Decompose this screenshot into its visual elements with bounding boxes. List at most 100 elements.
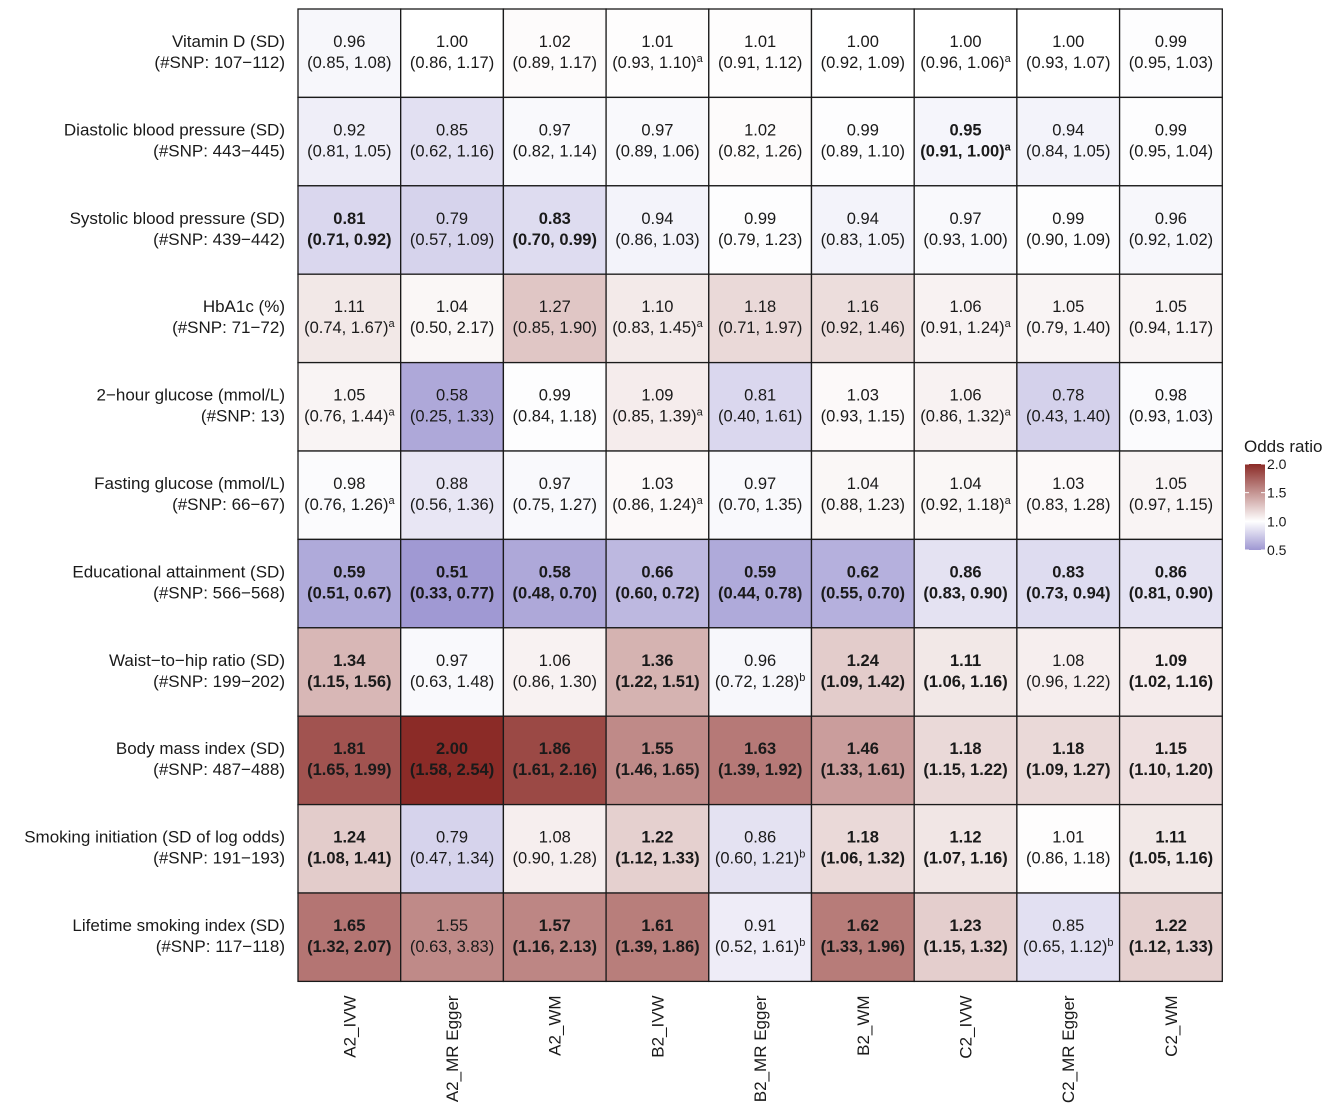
heatmap-cell	[400, 361, 505, 452]
cell-confidence-interval: (1.15, 1.22)	[923, 761, 1007, 779]
cell-odds-ratio: 0.86	[744, 829, 776, 847]
cell-confidence-interval: (0.81, 1.05)	[307, 142, 391, 160]
heatmap-cell	[1016, 892, 1121, 983]
heatmap-cell	[913, 715, 1018, 806]
row-label-exposure: Vitamin D (SD)	[172, 32, 285, 51]
cell-odds-ratio: 1.15	[1155, 740, 1187, 758]
cell-odds-ratio: 2.00	[436, 740, 468, 758]
cell-odds-ratio: 1.06	[539, 652, 571, 670]
cell-odds-ratio: 1.27	[539, 298, 571, 316]
cell-confidence-interval: (1.39, 1.92)	[718, 761, 802, 779]
cell-odds-ratio: 1.57	[539, 917, 571, 935]
heatmap-cell	[605, 715, 710, 806]
heatmap-cell	[502, 450, 607, 541]
row-label-snp-count: (#SNP: 199−202)	[153, 672, 285, 691]
row-label-snp-count: (#SNP: 71−72)	[172, 318, 285, 337]
cell-odds-ratio: 1.34	[333, 652, 366, 670]
cell-confidence-interval: (1.46, 1.65)	[615, 761, 699, 779]
row-labels: Vitamin D (SD) (#SNP: 107−112) Diastolic b…	[24, 32, 285, 956]
cell-footnote-marker: a	[388, 407, 395, 419]
cell-confidence-interval: (0.91, 1.00)a	[920, 141, 1011, 160]
cell-confidence-interval: (0.92, 1.09)	[821, 54, 905, 72]
heatmap-cell	[913, 892, 1018, 983]
heatmap-cell	[708, 96, 813, 187]
cell-odds-ratio: 0.97	[539, 121, 571, 139]
cell-odds-ratio: 1.03	[1052, 475, 1084, 493]
cell-odds-ratio: 1.81	[333, 740, 365, 758]
heatmap-cell	[297, 715, 402, 806]
cell-confidence-interval: (0.60, 0.72)	[615, 584, 699, 602]
cell-odds-ratio: 0.58	[539, 563, 571, 581]
cell-odds-ratio: 0.95	[949, 121, 981, 139]
heatmap-cell	[810, 627, 915, 717]
cell-confidence-interval: (0.92, 1.46)	[821, 319, 905, 337]
cell-odds-ratio: 1.09	[1155, 652, 1187, 670]
legend-ticks: 2.0 1.5 1.0 0.5	[1245, 456, 1287, 558]
cell-confidence-interval: (0.86, 1.17)	[410, 54, 494, 72]
heatmap-cell	[913, 185, 1018, 275]
cell-odds-ratio: 0.79	[436, 829, 468, 847]
cell-confidence-interval: (0.89, 1.06)	[615, 142, 699, 160]
legend-tick-label: 2.0	[1267, 456, 1287, 472]
cell-confidence-interval: (0.81, 0.90)	[1129, 584, 1213, 602]
cell-confidence-interval: (1.12, 1.33)	[615, 850, 699, 868]
heatmap-cell	[605, 96, 710, 187]
cell-odds-ratio: 0.97	[539, 475, 571, 493]
cell-confidence-interval: (0.86, 1.18)	[1026, 850, 1110, 868]
heatmap-cell	[502, 185, 607, 275]
cell-confidence-interval: (0.86, 1.24)a	[612, 495, 703, 514]
heatmap-cell	[502, 96, 607, 187]
cell-confidence-interval: (0.63, 1.48)	[410, 673, 494, 691]
heatmap-cells: 0.96 (0.85, 1.08) 1.00 (0.86, 1.17) 1.02 (0.8…	[297, 8, 1223, 983]
cell-odds-ratio: 1.23	[949, 917, 981, 935]
cell-odds-ratio: 1.16	[847, 298, 879, 316]
cell-odds-ratio: 0.97	[641, 121, 673, 139]
cell-confidence-interval: (1.15, 1.56)	[307, 673, 391, 691]
cell-odds-ratio: 0.86	[1155, 563, 1187, 581]
cell-confidence-interval: (0.75, 1.27)	[513, 496, 597, 514]
heatmap-cell	[708, 892, 813, 983]
cell-odds-ratio: 1.65	[333, 917, 365, 935]
cell-confidence-interval: (0.76, 1.44)a	[304, 407, 395, 426]
heatmap-cell	[502, 892, 607, 983]
heatmap-cell	[708, 627, 813, 717]
cell-odds-ratio: 0.59	[333, 563, 365, 581]
cell-confidence-interval: (0.44, 0.78)	[718, 584, 802, 602]
cell-confidence-interval: (0.86, 1.03)	[615, 231, 699, 249]
heatmap-cell	[1118, 715, 1223, 806]
heatmap-cell	[810, 450, 915, 541]
cell-confidence-interval: (0.47, 1.34)	[410, 850, 494, 868]
cell-odds-ratio: 0.62	[847, 563, 879, 581]
cell-odds-ratio: 0.79	[436, 210, 468, 228]
heatmap-cell	[605, 8, 710, 99]
cell-confidence-interval: (0.83, 1.28)	[1026, 496, 1110, 514]
cell-odds-ratio: 0.91	[744, 917, 776, 935]
cell-confidence-interval: (1.58, 2.54)	[410, 761, 494, 779]
cell-confidence-interval: (0.72, 1.28)b	[715, 672, 806, 691]
cell-odds-ratio: 0.83	[1052, 563, 1084, 581]
cell-confidence-interval: (1.12, 1.33)	[1129, 938, 1213, 956]
cell-odds-ratio: 1.36	[641, 652, 673, 670]
heatmap-cell	[605, 627, 710, 717]
cell-odds-ratio: 1.18	[847, 829, 879, 847]
row-label-snp-count: (#SNP: 566−568)	[153, 583, 285, 602]
cell-confidence-interval: (1.22, 1.51)	[615, 673, 699, 691]
row-label-snp-count: (#SNP: 191−193)	[153, 849, 285, 868]
cell-odds-ratio: 0.94	[847, 210, 879, 228]
cell-confidence-interval: (0.95, 1.04)	[1129, 142, 1213, 160]
cell-odds-ratio: 1.00	[949, 33, 981, 51]
cell-odds-ratio: 1.63	[744, 740, 776, 758]
cell-odds-ratio: 1.01	[1052, 829, 1084, 847]
cell-odds-ratio: 0.97	[436, 652, 468, 670]
cell-odds-ratio: 1.46	[847, 740, 879, 758]
cell-confidence-interval: (1.32, 2.07)	[307, 938, 391, 956]
color-legend: Odds ratio 2.0 1.5 1.0 0.5	[1244, 437, 1322, 558]
cell-odds-ratio: 0.97	[949, 210, 981, 228]
cell-confidence-interval: (0.90, 1.28)	[513, 850, 597, 868]
column-label: B2_MR Egger	[751, 995, 770, 1102]
heatmap-cell	[297, 361, 402, 452]
column-label: A2_WM	[546, 995, 565, 1055]
cell-confidence-interval: (0.79, 1.40)	[1026, 319, 1110, 337]
cell-confidence-interval: (0.79, 1.23)	[718, 231, 802, 249]
